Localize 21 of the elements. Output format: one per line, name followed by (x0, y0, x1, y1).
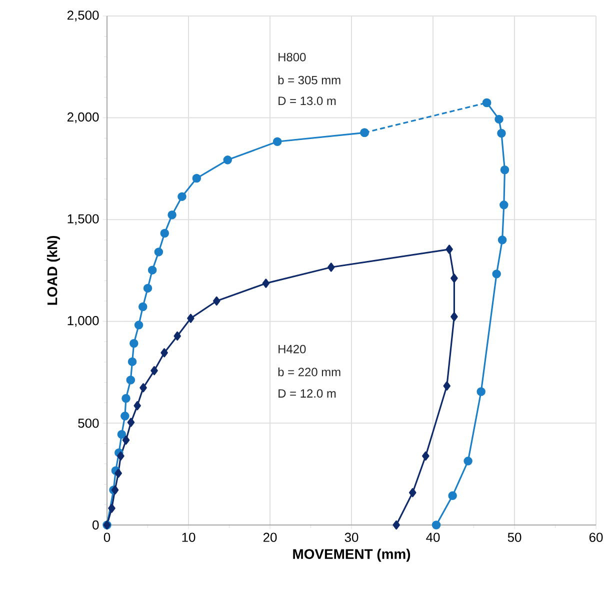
x-tick-label: 60 (589, 532, 603, 542)
annotation: H800 (278, 52, 306, 62)
x-tick-label: 50 (508, 532, 522, 542)
y-tick-label: 2,000 (67, 112, 99, 124)
annotation: b = 220 mm (278, 367, 340, 376)
y-axis-title: LOAD (kN) (46, 236, 60, 305)
x-tick-label: 30 (344, 532, 358, 542)
annotation: b = 305 mm (278, 76, 340, 84)
x-axis-title: MOVEMENT (mm) (293, 548, 410, 562)
y-tick-label: 1,500 (68, 214, 99, 225)
x-tick-label: 0 (104, 532, 110, 542)
x-tick-label: 20 (263, 532, 277, 542)
x-tick-label: 40 (426, 532, 440, 542)
y-tick-label: 1,000 (68, 316, 99, 327)
x-tick-label: 10 (182, 532, 196, 542)
annotation: D = 12.0 m (278, 389, 336, 398)
y-tick-label: 500 (78, 418, 99, 428)
y-tick-label: 0 (92, 520, 99, 530)
annotation: H420 (278, 344, 306, 354)
y-tick-label: 2,500 (67, 10, 99, 22)
annotation: D = 13.0 m (278, 96, 336, 106)
